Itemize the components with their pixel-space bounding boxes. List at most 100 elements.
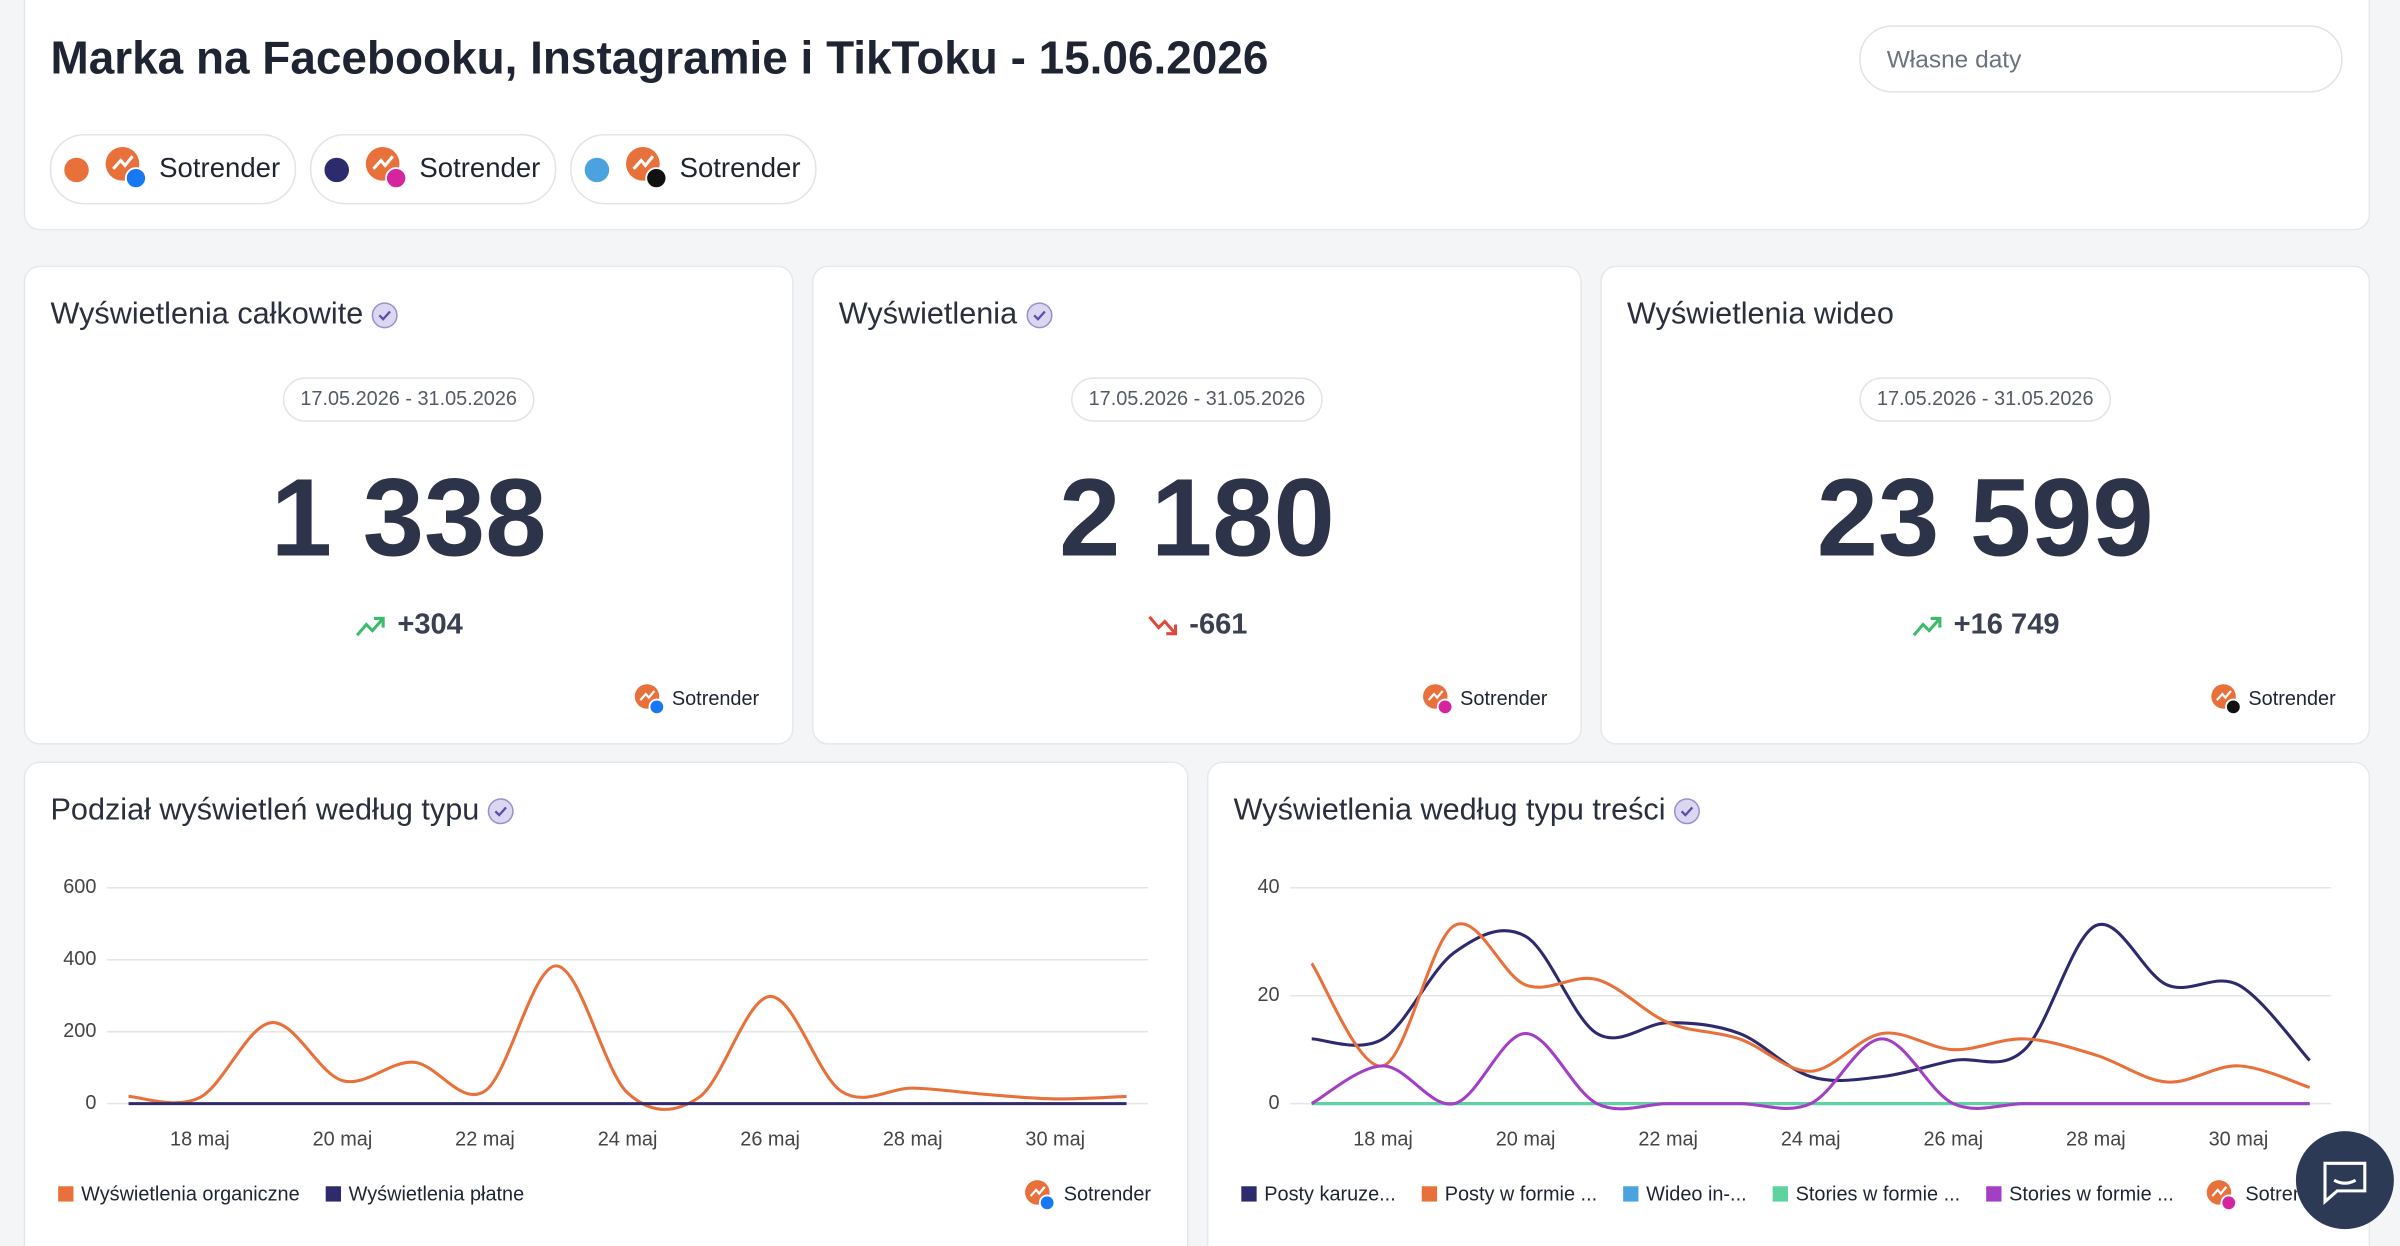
verified-check <box>1680 806 1694 817</box>
series-line <box>1310 1031 2310 1111</box>
chart-title: Wyświetlenia według typu treści <box>1234 792 1666 826</box>
y-tick-label: 0 <box>1269 1092 1280 1114</box>
legend-label: Wyświetlenia organiczne <box>81 1184 300 1206</box>
kpi-date-pill <box>1859 377 2112 422</box>
logo-mark <box>2211 1186 2228 1197</box>
x-tick-label: 28 maj <box>883 1129 943 1151</box>
logo-mark <box>1427 690 1444 701</box>
trend-down <box>1148 615 1178 636</box>
date-picker[interactable] <box>1859 25 2343 93</box>
y-tick-label: 600 <box>63 876 96 898</box>
x-tick-label: 18 maj <box>170 1129 230 1151</box>
network-badge <box>2220 1194 2238 1212</box>
legend-label: Posty w formie ... <box>1445 1184 1597 1206</box>
legend-swatch <box>58 1186 74 1202</box>
legend-swatch <box>1241 1186 1257 1202</box>
chat-icon-line <box>2333 1178 2357 1185</box>
verified-icon <box>487 798 514 825</box>
kpi-value: 2 180 <box>1059 457 1335 580</box>
profile-color <box>584 157 610 183</box>
x-tick-label: 30 maj <box>2209 1129 2269 1151</box>
network-badge <box>1038 1194 1056 1212</box>
x-tick-label: 24 maj <box>1781 1129 1841 1151</box>
kpi-date: 17.05.2026 - 31.05.2026 <box>1089 388 1306 410</box>
logo-mark <box>632 155 655 170</box>
y-tick-label: 0 <box>85 1092 96 1114</box>
date-mode: Własne daty <box>1887 47 2022 74</box>
chat-icon <box>2323 1161 2367 1205</box>
logo-mark <box>112 155 134 170</box>
verified-check <box>378 310 391 321</box>
source-name: Sotrender <box>2248 688 2336 710</box>
y-tick-label: 400 <box>63 948 96 970</box>
card <box>1600 265 2371 745</box>
source-name: Sotrender <box>1460 688 1548 710</box>
kpi-date-pill <box>282 377 535 422</box>
kpi-title: Wyświetlenia wideo <box>1627 296 1894 330</box>
x-tick-label: 26 maj <box>740 1129 800 1151</box>
chart-title: Podział wyświetleń według typu <box>51 792 480 826</box>
profile-name: Sotrender <box>680 152 801 183</box>
profile-color <box>324 157 349 183</box>
verified-check <box>1033 310 1046 321</box>
y-tick-label: 200 <box>63 1020 96 1042</box>
network-badge <box>2225 698 2242 716</box>
x-tick-label: 20 maj <box>313 1129 373 1151</box>
profile-name: Sotrender <box>419 152 540 183</box>
network-badge <box>648 698 666 716</box>
legend-label: Wyświetlenia płatne <box>349 1184 524 1206</box>
network-badge <box>385 167 408 190</box>
logo-mark <box>1029 1186 1046 1197</box>
kpi-title: Wyświetlenia <box>839 296 1018 330</box>
verified-icon <box>1673 798 1700 825</box>
verified-icon <box>1026 302 1053 329</box>
kpi-value: 1 338 <box>271 457 547 580</box>
network-badge <box>1436 698 1454 716</box>
card <box>811 265 1582 745</box>
trend-up <box>1912 616 1942 637</box>
verified-check <box>494 806 507 817</box>
x-tick-label: 20 maj <box>1496 1129 1556 1151</box>
kpi-title: Wyświetlenia całkowite <box>51 296 364 330</box>
kpi-value: 23 599 <box>1817 457 2154 580</box>
legend-swatch <box>1772 1186 1788 1202</box>
series-line <box>128 964 1127 1111</box>
logo-mark <box>639 690 656 701</box>
logo-mark <box>2216 690 2232 701</box>
legend-label: Posty karuze... <box>1264 1184 1395 1206</box>
verified-icon <box>371 302 398 329</box>
y-tick-label: 20 <box>1257 984 1279 1006</box>
x-tick-label: 26 maj <box>1923 1129 1983 1151</box>
kpi-change: +304 <box>397 609 463 641</box>
page-title: Marka na Facebooku, Instagramie i TikTok… <box>51 31 1269 83</box>
x-tick-label: 30 maj <box>1025 1129 1085 1151</box>
series-line <box>1310 922 2311 1089</box>
kpi-change: -661 <box>1189 609 1247 641</box>
network-badge <box>124 167 147 190</box>
logo-mark <box>372 155 394 170</box>
legend-swatch <box>1623 1186 1639 1202</box>
kpi-change: +16 749 <box>1954 609 2060 641</box>
legend-swatch <box>1986 1186 2002 1202</box>
network-badge <box>645 167 668 190</box>
legend-label: Stories w formie ... <box>1796 1184 1961 1206</box>
x-tick-label: 22 maj <box>1638 1129 1698 1151</box>
card <box>23 265 794 745</box>
x-tick-label: 22 maj <box>455 1129 515 1151</box>
kpi-date-pill <box>1071 377 1323 422</box>
legend-swatch <box>325 1186 342 1202</box>
source-name: Sotrender <box>1064 1184 1152 1206</box>
kpi-date: 17.05.2026 - 31.05.2026 <box>300 388 517 410</box>
legend-swatch <box>1421 1186 1438 1202</box>
profile-color <box>64 157 89 183</box>
legend-label: Wideo in-... <box>1646 1184 1747 1206</box>
legend-label: Stories w formie ... <box>2009 1184 2174 1206</box>
profile-name: Sotrender <box>159 152 280 183</box>
source-name: Sotrender <box>672 688 760 710</box>
card <box>1206 761 2371 1246</box>
y-tick-label: 40 <box>1257 876 1279 898</box>
chat-button[interactable] <box>2295 1131 2394 1230</box>
kpi-date: 17.05.2026 - 31.05.2026 <box>1877 388 2094 410</box>
